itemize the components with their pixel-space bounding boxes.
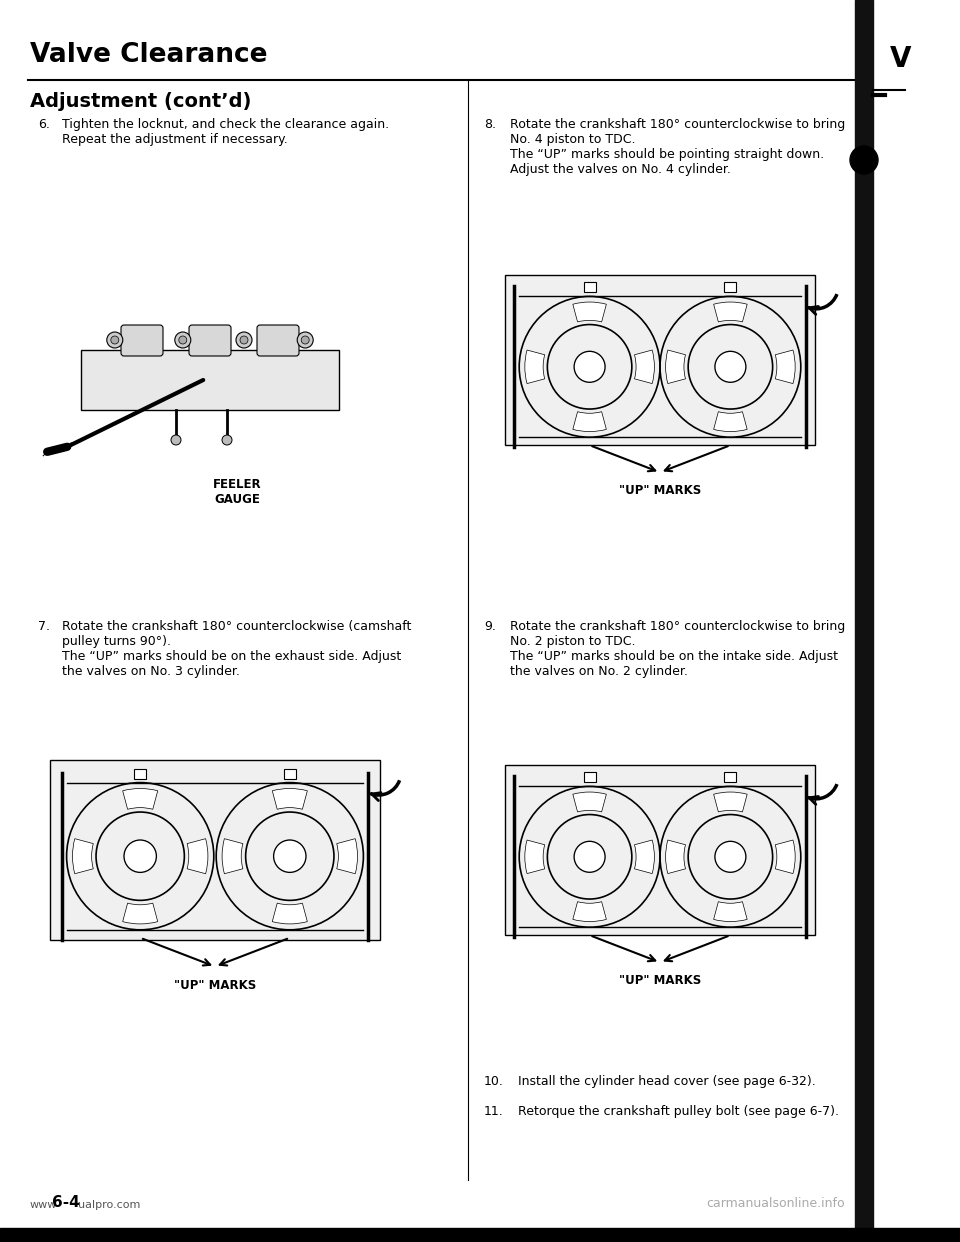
Circle shape	[574, 351, 605, 383]
Bar	[584, 282, 595, 292]
Wedge shape	[525, 840, 544, 873]
Wedge shape	[665, 350, 685, 384]
Text: Rotate the crankshaft 180° counterclockwise to bring
No. 4 piston to TDC.
The “U: Rotate the crankshaft 180° counterclockw…	[510, 118, 845, 176]
Wedge shape	[776, 840, 795, 873]
Text: "UP" MARKS: "UP" MARKS	[174, 979, 256, 991]
Text: Install the cylinder head cover (see page 6-32).: Install the cylinder head cover (see pag…	[518, 1076, 816, 1088]
Circle shape	[298, 332, 313, 348]
Text: 10.: 10.	[484, 1076, 504, 1088]
Text: 8.: 8.	[484, 118, 496, 130]
Bar	[584, 773, 595, 782]
Text: V: V	[890, 45, 911, 73]
Circle shape	[236, 332, 252, 348]
Circle shape	[715, 351, 746, 383]
Wedge shape	[573, 302, 607, 322]
Wedge shape	[73, 838, 93, 873]
Circle shape	[107, 332, 123, 348]
Circle shape	[175, 332, 191, 348]
Wedge shape	[713, 302, 747, 322]
Bar	[134, 769, 146, 779]
Bar	[284, 769, 296, 779]
Wedge shape	[525, 350, 544, 384]
Wedge shape	[713, 902, 747, 922]
Wedge shape	[273, 903, 307, 924]
Wedge shape	[273, 789, 307, 810]
Wedge shape	[123, 789, 157, 810]
Text: Tighten the locknut, and check the clearance again.
Repeat the adjustment if nec: Tighten the locknut, and check the clear…	[62, 118, 389, 147]
Wedge shape	[337, 838, 357, 873]
Wedge shape	[573, 792, 607, 812]
Circle shape	[301, 337, 309, 344]
Circle shape	[274, 840, 306, 872]
Wedge shape	[573, 411, 607, 431]
Text: 11.: 11.	[484, 1105, 504, 1118]
Bar	[725, 773, 736, 782]
Text: "UP" MARKS: "UP" MARKS	[619, 975, 701, 987]
Wedge shape	[665, 840, 685, 873]
Text: "UP" MARKS: "UP" MARKS	[619, 484, 701, 497]
Bar	[81, 350, 339, 410]
Circle shape	[574, 841, 605, 872]
Wedge shape	[635, 840, 655, 873]
Bar	[505, 274, 815, 445]
Text: FEELER
GAUGE: FEELER GAUGE	[213, 478, 261, 505]
Circle shape	[240, 337, 248, 344]
Wedge shape	[222, 838, 243, 873]
Text: 7.: 7.	[38, 620, 50, 633]
Text: ualpro.com: ualpro.com	[78, 1200, 140, 1210]
Wedge shape	[635, 350, 655, 384]
Circle shape	[171, 435, 181, 445]
Text: Retorque the crankshaft pulley bolt (see page 6-7).: Retorque the crankshaft pulley bolt (see…	[518, 1105, 839, 1118]
Circle shape	[110, 337, 119, 344]
Text: 9.: 9.	[484, 620, 496, 633]
Circle shape	[715, 841, 746, 872]
Text: Rotate the crankshaft 180° counterclockwise to bring
No. 2 piston to TDC.
The “U: Rotate the crankshaft 180° counterclockw…	[510, 620, 845, 678]
Circle shape	[179, 337, 187, 344]
Wedge shape	[776, 350, 795, 384]
Text: Valve Clearance: Valve Clearance	[30, 42, 268, 68]
Wedge shape	[187, 838, 208, 873]
Circle shape	[124, 840, 156, 872]
Bar	[725, 282, 736, 292]
Text: Adjustment (cont’d): Adjustment (cont’d)	[30, 92, 252, 111]
Text: carmanualsonline.info: carmanualsonline.info	[707, 1197, 845, 1210]
Bar	[50, 760, 380, 940]
Wedge shape	[573, 902, 607, 922]
Text: 6-4: 6-4	[52, 1195, 80, 1210]
Wedge shape	[713, 411, 747, 431]
FancyBboxPatch shape	[189, 325, 231, 356]
Bar	[505, 765, 815, 935]
Text: Rotate the crankshaft 180° counterclockwise (camshaft
pulley turns 90°).
The “UP: Rotate the crankshaft 180° counterclockw…	[62, 620, 412, 678]
Text: www: www	[30, 1200, 58, 1210]
FancyBboxPatch shape	[121, 325, 163, 356]
FancyBboxPatch shape	[257, 325, 299, 356]
Circle shape	[850, 147, 878, 174]
Text: 6.: 6.	[38, 118, 50, 130]
Wedge shape	[713, 792, 747, 812]
Circle shape	[222, 435, 232, 445]
Wedge shape	[123, 903, 157, 924]
